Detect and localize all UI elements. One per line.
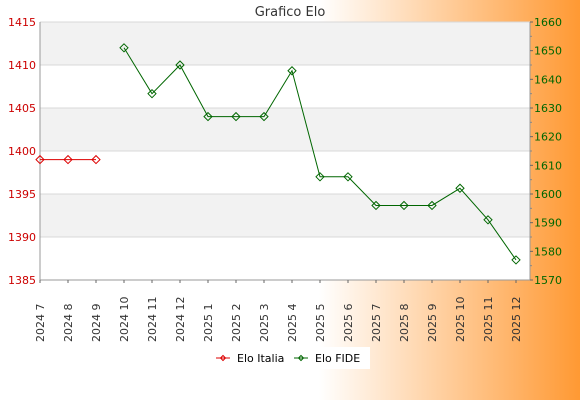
x-tick-label: 2025 3 (258, 304, 271, 343)
chart-title: Grafico Elo (255, 5, 326, 20)
x-tick-label: 2024 11 (146, 297, 159, 343)
right-tick-label: 1610 (534, 159, 562, 172)
x-tick-label: 2025 10 (454, 297, 467, 343)
left-tick-label: 1390 (8, 231, 36, 244)
x-tick-label: 2025 11 (482, 297, 495, 343)
grid-band (40, 194, 530, 237)
series-line-elo-fide (123, 47, 517, 261)
data-point (63, 154, 73, 165)
data-point (371, 200, 381, 211)
right-tick-label: 1590 (534, 217, 562, 230)
x-tick-label: 2024 7 (34, 304, 47, 343)
data-point (483, 215, 493, 225)
data-point (343, 172, 353, 182)
right-tick-label: 1650 (534, 45, 562, 58)
x-tick-label: 2024 10 (118, 297, 131, 343)
left-tick-label: 1400 (8, 145, 36, 158)
x-tick-label: 2025 6 (342, 304, 355, 343)
data-point (203, 111, 213, 122)
x-tick-label: 2025 9 (426, 304, 439, 343)
right-tick-label: 1630 (534, 102, 562, 115)
data-point (427, 200, 437, 211)
right-tick-label: 1640 (534, 73, 562, 86)
data-point (259, 111, 269, 122)
x-tick-label: 2025 12 (510, 297, 523, 343)
data-point (455, 183, 465, 193)
left-tick-label: 1405 (8, 102, 36, 115)
x-tick-label: 2024 12 (174, 297, 187, 343)
right-tick-label: 1620 (534, 131, 562, 144)
grid-band (40, 22, 530, 65)
left-tick-label: 1410 (8, 59, 36, 72)
grid-band (40, 108, 530, 151)
right-tick-label: 1580 (534, 245, 562, 258)
data-point (147, 88, 157, 99)
data-point (315, 172, 325, 182)
data-point (399, 200, 409, 211)
data-point (231, 111, 241, 122)
legend-marker (297, 354, 305, 362)
data-point (511, 255, 521, 265)
x-tick-label: 2025 5 (314, 304, 327, 343)
x-tick-label: 2025 1 (202, 304, 215, 343)
x-tick-label: 2025 2 (230, 304, 243, 343)
data-point (35, 154, 45, 165)
data-point (287, 66, 297, 76)
data-point (119, 43, 129, 53)
data-point (91, 154, 101, 165)
left-tick-label: 1395 (8, 188, 36, 201)
x-tick-label: 2025 8 (398, 304, 411, 343)
x-tick-label: 2025 7 (370, 304, 383, 343)
right-tick-label: 1660 (534, 16, 562, 29)
left-tick-label: 1385 (8, 274, 36, 287)
x-tick-label: 2025 4 (286, 304, 299, 343)
legend-marker (219, 354, 227, 362)
x-tick-label: 2024 9 (90, 304, 103, 343)
x-tick-label: 2024 8 (62, 304, 75, 343)
legend-label: Elo FIDE (315, 352, 360, 365)
legend: Elo Italia Elo FIDE (210, 347, 370, 369)
left-tick-label: 1415 (8, 16, 36, 29)
data-point (175, 60, 185, 70)
legend-box (210, 347, 370, 369)
right-tick-label: 1570 (534, 274, 562, 287)
legend-label: Elo Italia (237, 352, 284, 365)
right-tick-label: 1600 (534, 188, 562, 201)
